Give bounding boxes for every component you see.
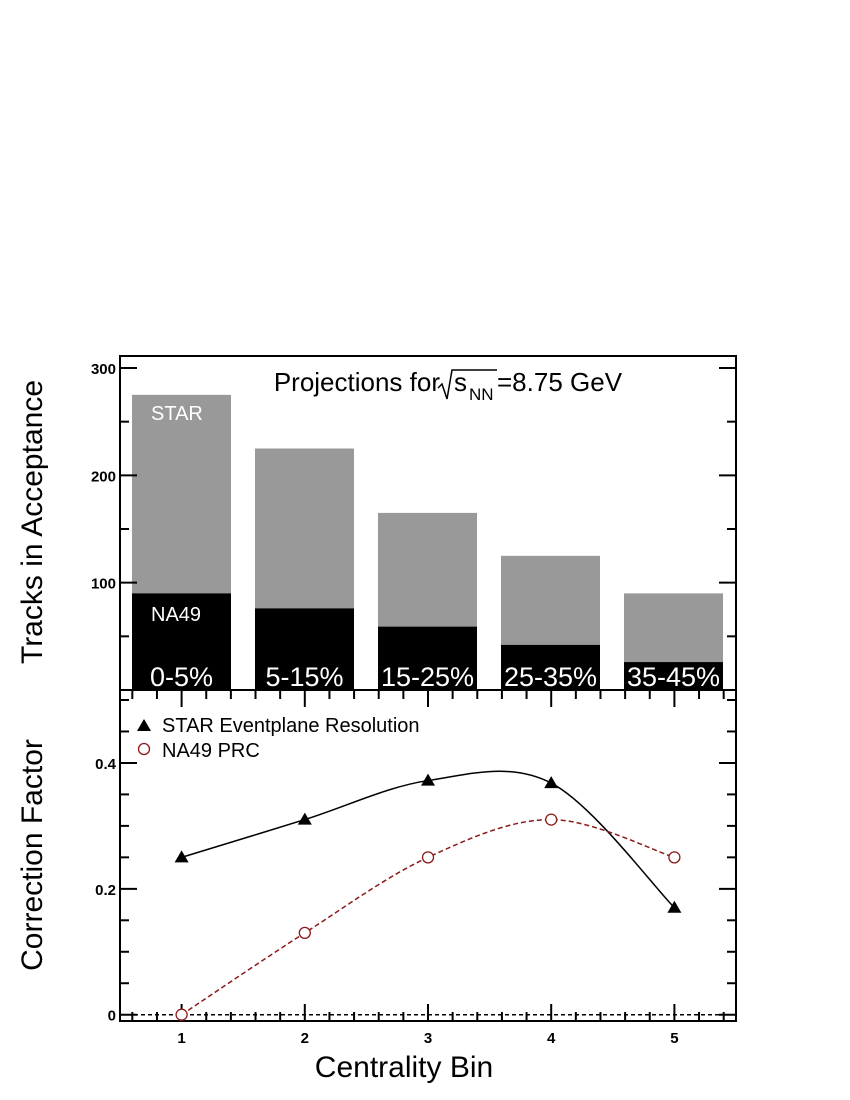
bottom-x-label: Centrality Bin (315, 1051, 493, 1084)
top-title-sqrt-sub: NN (469, 385, 494, 404)
bottom-x-tick-label: 4 (547, 1030, 556, 1047)
bar-na49 (132, 593, 231, 690)
bottom-x-tick-label: 5 (670, 1030, 678, 1047)
bar-na49 (624, 662, 723, 690)
legend-label-star: STAR Eventplane Resolution (162, 715, 420, 737)
legend-marker-star (137, 719, 151, 731)
top-y-tick-label: 200 (91, 468, 116, 485)
point-na49 (545, 813, 558, 826)
line-star (181, 770, 675, 909)
sqrt-symbol (437, 369, 497, 400)
point-na49 (298, 926, 311, 940)
bottom-x-tick-label: 3 (424, 1030, 432, 1047)
series-label-na49: NA49 (151, 604, 201, 626)
bar-na49 (255, 608, 354, 690)
line-na49 (181, 818, 675, 1016)
top-title-suffix: =8.75 GeV (497, 367, 623, 397)
top-panel: 0-5% 5-15% 15-25% 25-35% 35-45% STAR NA49 100 2… (16, 355, 737, 692)
series-label-star: STAR (151, 403, 203, 425)
legend: STAR Eventplane Resolution NA49 PRC (137, 715, 420, 762)
bottom-x-tick-label: 2 (301, 1030, 309, 1047)
bar-na49 (378, 626, 477, 690)
legend-marker-na49 (137, 742, 151, 756)
bar-category-label: 25-35% (504, 662, 597, 692)
point-na49 (175, 1008, 188, 1021)
point-na49 (668, 851, 681, 864)
bottom-y-tick-label: 0 (108, 1008, 116, 1025)
bar-category-label: 0-5% (150, 662, 213, 692)
point-star (667, 900, 682, 913)
bar-category-label: 35-45% (627, 662, 720, 692)
top-title-prefix: Projections for (274, 367, 441, 397)
top-title-sqrt-base: s (454, 367, 467, 397)
point-star (544, 776, 559, 789)
point-star (297, 812, 312, 825)
bottom-y-tick-label: 0.2 (95, 882, 116, 899)
bottom-y-label: Correction Factor (16, 739, 49, 971)
bar-category-label: 15-25% (381, 662, 474, 692)
top-y-tick-label: 300 (91, 361, 116, 378)
point-star (174, 850, 189, 863)
top-y-label: Tracks in Acceptance (16, 380, 49, 664)
legend-label-na49: NA49 PRC (162, 740, 260, 762)
point-na49 (421, 851, 435, 864)
bottom-panel: 0 0.2 0.4 1 2 3 4 5 STAR Eventplane Resolution … (16, 689, 737, 1084)
bar-na49 (501, 644, 600, 690)
top-y-tick-label: 100 (91, 576, 116, 593)
bottom-y-tick-label: 0.4 (95, 756, 117, 773)
bar-category-label: 5-15% (265, 662, 343, 692)
bottom-x-tick-label: 1 (177, 1030, 185, 1047)
point-star (421, 773, 435, 786)
